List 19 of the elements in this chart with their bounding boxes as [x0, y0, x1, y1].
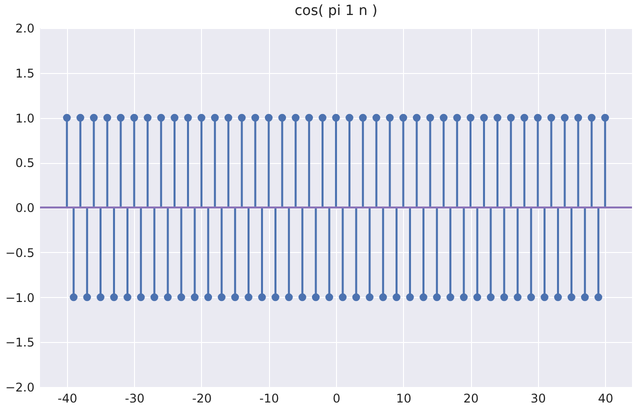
x-tick-label: 20: [463, 392, 479, 406]
x-tick-label: 30: [530, 392, 546, 406]
x-tick-label: 0: [332, 392, 340, 406]
y-tick-label: 0.5: [15, 156, 34, 170]
x-tick-label: -30: [124, 392, 144, 406]
y-tick-label: 1.5: [15, 66, 34, 80]
y-tick-label: −0.5: [5, 246, 34, 260]
y-tick-label: −1.5: [5, 336, 34, 350]
x-tick-label: -10: [259, 392, 280, 406]
chart-title: cos( pi 1 n ): [294, 3, 378, 19]
x-tick-label: -40: [58, 392, 78, 406]
x-tick-label: 40: [598, 392, 614, 406]
x-tick-label: -20: [192, 392, 212, 406]
y-tick-label: 2.0: [15, 22, 34, 36]
y-tick-label: 1.0: [15, 111, 34, 126]
y-tick-label: −1.0: [5, 290, 34, 305]
x-tick-label: 10: [396, 392, 412, 406]
y-tick-label: −2.0: [5, 380, 34, 394]
y-tick-label: 0.0: [15, 201, 34, 215]
